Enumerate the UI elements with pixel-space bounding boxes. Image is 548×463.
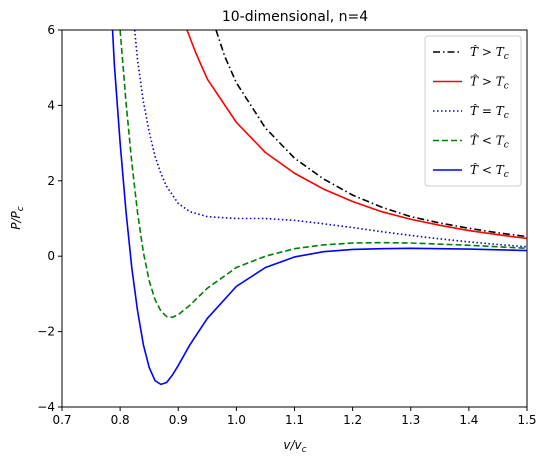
x-tick-label: 1.2 [343, 413, 362, 427]
legend-label-3: T̂ < Tc [470, 132, 509, 150]
x-axis-label-sub: c [302, 445, 307, 455]
series-line-4 [111, 30, 527, 386]
x-tick-label: 0.8 [111, 413, 130, 427]
legend-box [424, 35, 522, 187]
series-line-3 [119, 30, 527, 319]
series-line-2 [133, 30, 527, 248]
series-line-1 [186, 30, 527, 240]
y-tick-label: 4 [47, 98, 55, 112]
y-axis-label: P/Pc [9, 206, 26, 230]
legend-label-2: T̂ = Tc [470, 103, 509, 121]
legend: T̂ > Tc T̂ > Tc T̂ = Tc T̂ < Tc T̂ < Tc [424, 35, 522, 187]
x-tick-label: 0.7 [52, 413, 71, 427]
x-axis: 0.7 0.8 0.9 1.0 1.1 1.2 1.3 1.4 1.5 [52, 407, 537, 427]
y-axis-label-sub: c [16, 206, 26, 211]
y-axis: −4 −2 0 2 4 6 [37, 23, 62, 414]
x-tick-label: 1.4 [459, 413, 478, 427]
series-line-0 [215, 30, 527, 238]
y-tick-label: 0 [47, 249, 55, 263]
legend-label-1: T̂ > Tc [470, 73, 509, 91]
y-tick-label: −4 [37, 400, 55, 414]
x-tick-label: 1.0 [227, 413, 246, 427]
y-tick-label: 6 [47, 23, 55, 37]
x-axis-label: v/vc [283, 438, 306, 455]
x-tick-label: 1.5 [517, 413, 536, 427]
x-tick-label: 0.9 [169, 413, 188, 427]
legend-label-4: T̂ < Tc [470, 162, 509, 180]
y-tick-label: −2 [37, 325, 55, 339]
x-tick-label: 1.1 [285, 413, 304, 427]
y-tick-label: 2 [47, 174, 55, 188]
legend-label-0: T̂ > Tc [470, 44, 509, 62]
x-tick-label: 1.3 [401, 413, 420, 427]
series-layer [111, 30, 527, 386]
chart-title: 10-dimensional, n=4 [222, 9, 368, 25]
